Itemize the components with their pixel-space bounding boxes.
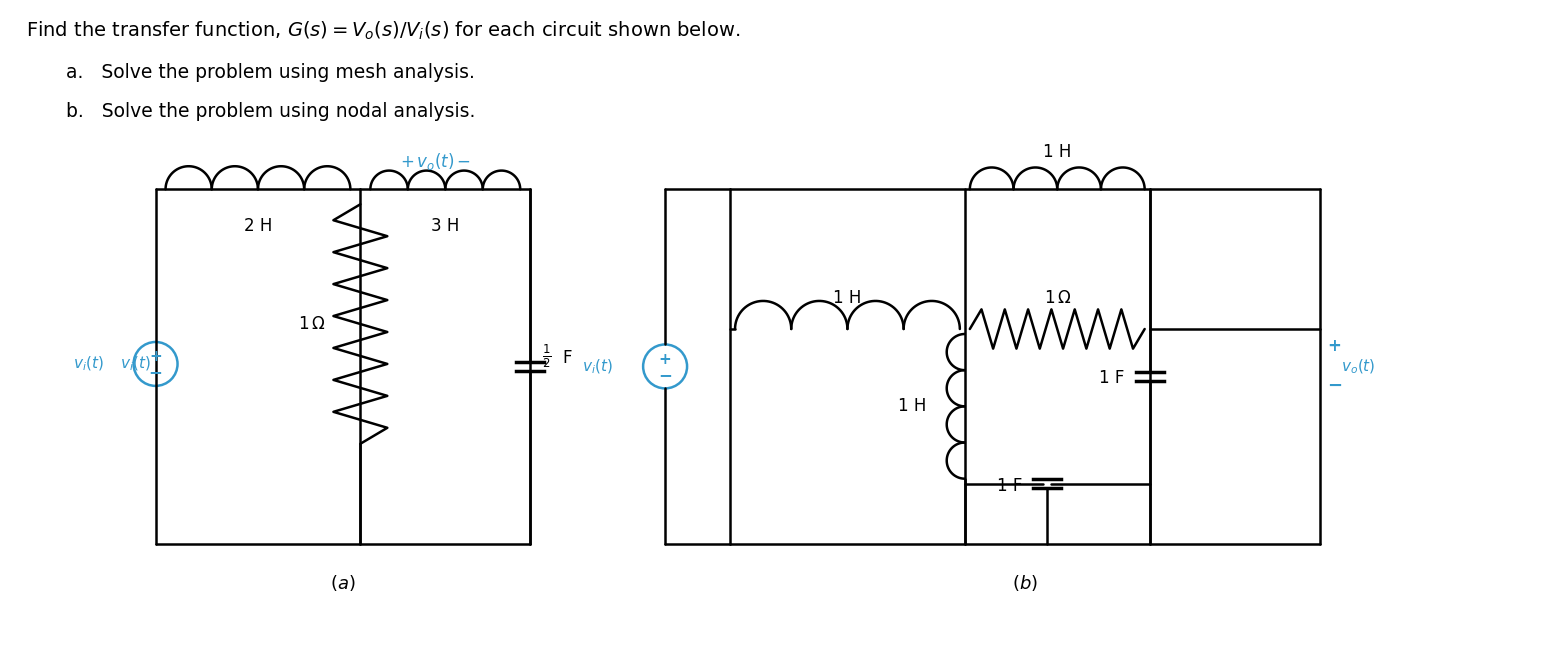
Text: $(b)$: $(b)$ xyxy=(1011,574,1037,594)
Text: +: + xyxy=(1328,337,1342,355)
Text: Find the transfer function, $G(s) = V_o(s)/V_i(s)$ for each circuit shown below.: Find the transfer function, $G(s) = V_o(… xyxy=(26,20,741,42)
Text: $+\,v_o(t)-$: $+\,v_o(t)-$ xyxy=(400,151,472,173)
Text: $1\,\Omega$: $1\,\Omega$ xyxy=(1044,289,1071,307)
Text: $v_o(t)$: $v_o(t)$ xyxy=(1342,357,1376,376)
Text: 1 F: 1 F xyxy=(997,477,1022,495)
Text: F: F xyxy=(563,349,572,367)
Text: −: − xyxy=(148,363,162,381)
Text: 1 H: 1 H xyxy=(1044,143,1071,161)
Text: +: + xyxy=(659,352,671,367)
Text: 3 H: 3 H xyxy=(431,217,459,235)
Text: −: − xyxy=(659,366,673,384)
Text: $\frac{1}{2}$: $\frac{1}{2}$ xyxy=(543,343,552,370)
Text: $1\,\Omega$: $1\,\Omega$ xyxy=(298,315,325,333)
Text: $(a)$: $(a)$ xyxy=(331,574,356,594)
Text: b.   Solve the problem using nodal analysis.: b. Solve the problem using nodal analysi… xyxy=(65,102,475,122)
Text: −: − xyxy=(1328,377,1342,395)
Text: 1 H: 1 H xyxy=(833,289,861,307)
Text: $v_i(t)$: $v_i(t)$ xyxy=(583,357,614,376)
Text: 1 H: 1 H xyxy=(898,397,928,416)
Text: $v_i(t)$: $v_i(t)$ xyxy=(73,355,104,373)
Text: a.   Solve the problem using mesh analysis.: a. Solve the problem using mesh analysis… xyxy=(65,62,475,82)
Text: 2 H: 2 H xyxy=(244,217,272,235)
Text: +: + xyxy=(148,349,162,365)
Text: $v_i(t)$: $v_i(t)$ xyxy=(119,355,150,373)
Text: 1 F: 1 F xyxy=(1099,369,1124,387)
